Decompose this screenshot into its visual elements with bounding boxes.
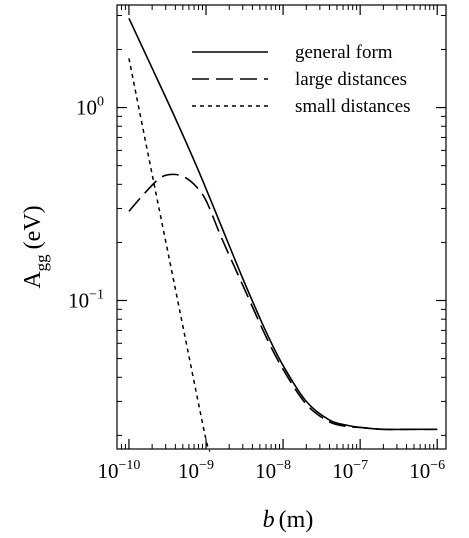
y-tick-label: 100 bbox=[76, 95, 104, 120]
series-line-2 bbox=[128, 58, 211, 452]
x-tick-label: 10−9 bbox=[178, 458, 214, 483]
y-tick-label: 10−1 bbox=[68, 288, 104, 313]
tick-labels: 10−10 10−9 10−8 10−7 10−6 100 10−1 bbox=[68, 95, 445, 483]
legend-label-1: large distances bbox=[295, 69, 407, 90]
series-line-1 bbox=[128, 173, 438, 431]
x-tick-label: 10−7 bbox=[332, 458, 368, 483]
legend-label-2: small distances bbox=[295, 96, 411, 117]
legend-label-0: general form bbox=[295, 42, 393, 63]
x-axis-label: b (m) bbox=[263, 507, 314, 533]
series-line-0 bbox=[128, 17, 438, 431]
series-lines bbox=[128, 17, 438, 452]
x-tick-label: 10−6 bbox=[409, 458, 445, 483]
x-tick-label: 10−10 bbox=[97, 458, 140, 483]
plot-frame bbox=[116, 4, 447, 450]
y-axis-label: Agg(eV) bbox=[20, 205, 51, 288]
plot-area bbox=[116, 4, 447, 450]
x-tick-label: 10−8 bbox=[255, 458, 291, 483]
legend: general form large distances small distanc… bbox=[192, 42, 411, 117]
axis-ticks bbox=[117, 5, 446, 449]
